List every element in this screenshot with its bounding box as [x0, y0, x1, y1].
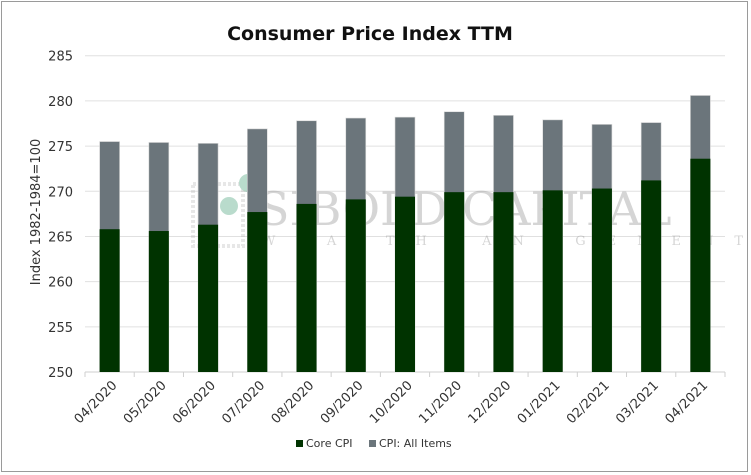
- bar-core-cpi: [99, 229, 120, 372]
- y-tick-label: 275: [48, 140, 73, 155]
- bar-core-cpi: [148, 231, 169, 372]
- legend-swatch-core-cpi: [296, 440, 303, 447]
- x-tick-label: 09/2020: [318, 378, 367, 427]
- chart-title: Consumer Price Index TTM: [227, 23, 513, 45]
- x-tick-label: 11/2020: [416, 378, 465, 427]
- bar-core-cpi: [296, 203, 317, 372]
- y-tick-label: 280: [48, 95, 73, 110]
- legend: Core CPI CPI: All Items: [296, 437, 452, 450]
- x-tick-label: 08/2020: [269, 378, 318, 427]
- bar-core-cpi: [542, 190, 563, 372]
- bar-core-cpi: [641, 180, 662, 372]
- bar-core-cpi: [591, 188, 612, 372]
- bar-core-cpi: [345, 199, 366, 372]
- watermark-logo: SIBOLD CAPITAL WEALTHMANAGEMENT: [191, 174, 743, 249]
- y-tick-label: 255: [48, 321, 73, 336]
- x-tick-label: 06/2020: [170, 378, 219, 427]
- y-tick-label: 260: [48, 276, 73, 291]
- legend-label-core-cpi: Core CPI: [306, 437, 353, 450]
- y-tick-label: 285: [48, 50, 73, 65]
- bar-core-cpi: [247, 212, 268, 372]
- bar-core-cpi: [395, 196, 415, 372]
- x-tick-label: 03/2021: [613, 378, 662, 427]
- bar-core-cpi: [444, 192, 465, 372]
- y-tick-label: 250: [48, 366, 73, 381]
- legend-label-cpi-all-items: CPI: All Items: [379, 437, 452, 450]
- x-tick-label: 01/2021: [515, 378, 564, 427]
- x-tick-label: 10/2020: [367, 378, 416, 427]
- x-tick-label: 04/2021: [662, 378, 711, 427]
- bar-core-cpi: [493, 192, 514, 372]
- y-tick-label: 270: [48, 185, 73, 200]
- x-tick-label: 02/2021: [564, 378, 613, 427]
- x-tick-label: 07/2020: [219, 378, 268, 427]
- x-tick-label: 12/2020: [465, 378, 514, 427]
- bar-core-cpi: [198, 224, 219, 372]
- legend-swatch-cpi-all-items: [369, 440, 376, 447]
- bar-core-cpi: [690, 158, 711, 372]
- x-tick-label: 04/2020: [72, 378, 121, 427]
- y-axis-label: Index 1982-1984=100: [29, 139, 44, 286]
- y-tick-label: 265: [48, 230, 73, 245]
- x-tick-label: 05/2020: [121, 378, 170, 427]
